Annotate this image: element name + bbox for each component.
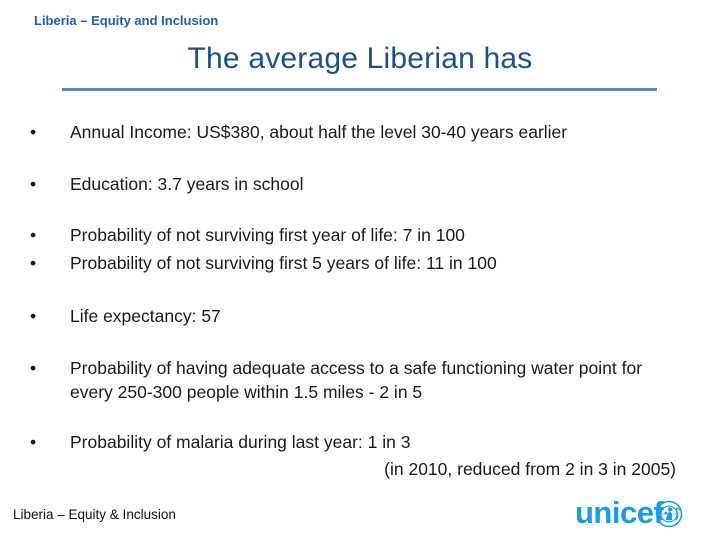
bullet-dot: • [30, 306, 37, 326]
unicef-emblem-icon [655, 500, 683, 528]
logo-text: unicef [575, 495, 664, 530]
bullet-dot: • [30, 225, 37, 245]
bullet-text: Probability of not surviving first year … [70, 225, 465, 245]
header-label: Liberia – Equity and Inclusion [34, 13, 219, 28]
title-divider [62, 88, 657, 91]
bullet-dot: • [30, 122, 37, 142]
bullet-dot: • [30, 358, 37, 378]
bullet-text: Annual Income: US$380, about half the le… [70, 122, 568, 142]
bullet-dot: • [30, 432, 37, 452]
bullet-text: Probability of malaria during last year:… [70, 432, 411, 452]
slide-title: The average Liberian has [187, 42, 533, 75]
bullet-dot: • [30, 174, 37, 194]
bullet-dot: • [30, 253, 37, 273]
unicef-logo: unicef [575, 493, 695, 533]
bullet-text: Education: 3.7 years in school [70, 174, 304, 194]
bullet-text: Probability of not surviving first 5 yea… [70, 253, 497, 273]
bullet-text: Life expectancy: 57 [70, 306, 221, 326]
malaria-note: (in 2010, reduced from 2 in 3 in 2005) [384, 459, 676, 479]
footer-label: Liberia – Equity & Inclusion [13, 507, 176, 522]
bullet-text: Probability of having adequate access to… [70, 358, 643, 402]
